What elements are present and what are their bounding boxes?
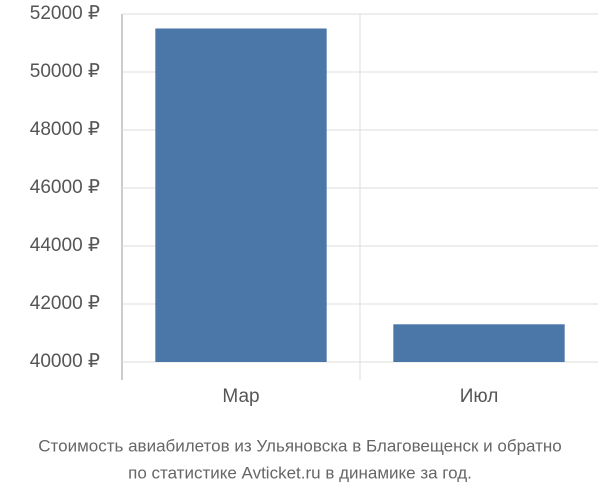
y-tick-label: 42000 ₽ <box>30 293 100 314</box>
y-tick-label: 44000 ₽ <box>30 235 100 256</box>
bar <box>393 324 565 362</box>
y-tick-label: 52000 ₽ <box>30 3 100 24</box>
x-tick-label: Июл <box>460 386 499 407</box>
chart-title: Стоимость авиабилетов из Ульяновска в Бл… <box>38 436 562 455</box>
bar <box>155 28 327 362</box>
x-tick-label: Мар <box>222 386 259 407</box>
y-tick-label: 40000 ₽ <box>30 351 100 372</box>
chart-title: по статистике Avticket.ru в динамике за … <box>128 463 472 482</box>
y-tick-label: 48000 ₽ <box>30 119 100 140</box>
y-tick-label: 46000 ₽ <box>30 177 100 198</box>
y-tick-label: 50000 ₽ <box>30 61 100 82</box>
